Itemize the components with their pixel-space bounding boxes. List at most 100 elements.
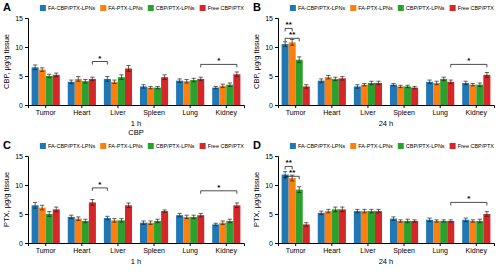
error-bar-cap bbox=[355, 88, 359, 89]
plot-area: *****051015TumorHeartLiverSpleenLungKidn… bbox=[252, 15, 495, 128]
bar bbox=[390, 219, 397, 243]
legend-item: Free CBP/PTX bbox=[200, 143, 245, 149]
annotations: ***** bbox=[286, 20, 472, 65]
error-bar bbox=[297, 187, 301, 193]
x-axis: TumorHeartLiverSpleenLungKidney bbox=[279, 243, 495, 255]
significance-label: ** bbox=[289, 30, 296, 39]
error-bar-cap bbox=[369, 84, 373, 85]
error-bar-cap bbox=[297, 186, 301, 187]
error-bar bbox=[405, 85, 409, 87]
error-bar-cap bbox=[471, 222, 475, 223]
error-bar bbox=[326, 209, 330, 212]
error-bar bbox=[105, 216, 109, 219]
error-bar-cap bbox=[413, 222, 417, 223]
bar bbox=[368, 83, 375, 105]
error-bar-cap bbox=[235, 71, 239, 72]
error-bar-cap bbox=[398, 85, 402, 86]
error-bar-cap bbox=[391, 220, 395, 221]
error-bar bbox=[333, 77, 337, 80]
bar bbox=[212, 88, 219, 105]
error-bar-cap bbox=[485, 72, 489, 73]
x-tick-mark bbox=[367, 243, 368, 246]
x-tick-label: Liver bbox=[110, 247, 126, 254]
error-bar-cap bbox=[449, 222, 453, 223]
bar bbox=[233, 74, 240, 105]
y-tick: 0 bbox=[269, 240, 278, 247]
error-bar-cap bbox=[471, 219, 475, 220]
error-bar-cap bbox=[333, 211, 337, 212]
legend-swatch bbox=[40, 143, 46, 149]
error-bar-cap bbox=[333, 77, 337, 78]
x-axis-title: 1 h bbox=[131, 257, 141, 266]
error-bar-cap bbox=[442, 222, 446, 223]
error-bar-stem bbox=[429, 80, 430, 83]
bar bbox=[219, 86, 226, 105]
error-bar-stem bbox=[121, 219, 122, 222]
y-axis: 051015 bbox=[265, 153, 278, 247]
x-tick-mark bbox=[117, 105, 118, 108]
y-axis-title: CBP, μg/g tissue bbox=[2, 34, 11, 89]
y-tick: 0 bbox=[19, 102, 28, 109]
bar bbox=[118, 220, 125, 243]
error-bar-cap bbox=[119, 222, 123, 223]
error-bar bbox=[340, 207, 344, 212]
panel: *****051015TumorHeartLiverSpleenLungKidn… bbox=[252, 139, 495, 266]
error-bar bbox=[119, 219, 123, 222]
y-tick: 0 bbox=[19, 240, 28, 247]
y-tick-label: 0 bbox=[19, 240, 23, 247]
figure: **051015TumorHeartLiverSpleenLungKidney1… bbox=[0, 0, 500, 276]
error-bar bbox=[33, 65, 37, 70]
series bbox=[46, 74, 234, 105]
error-bar-cap bbox=[435, 222, 439, 223]
error-bar-cap bbox=[376, 84, 380, 85]
error-bar bbox=[485, 212, 489, 217]
panel: *****051015TumorHeartLiverSpleenLungKidn… bbox=[252, 1, 495, 128]
error-bar-cap bbox=[340, 80, 344, 81]
error-bar-cap bbox=[319, 78, 323, 79]
y-axis: 051015 bbox=[265, 15, 278, 109]
error-bar-cap bbox=[148, 86, 152, 87]
bar bbox=[111, 220, 118, 243]
error-bar-cap bbox=[47, 211, 51, 212]
bar bbox=[282, 44, 289, 105]
x-tick-mark bbox=[154, 105, 155, 108]
error-bar bbox=[333, 207, 337, 212]
bar bbox=[469, 221, 476, 243]
y-tick-label: 5 bbox=[19, 211, 23, 218]
error-bar bbox=[235, 203, 239, 208]
error-bar bbox=[155, 86, 159, 88]
legend: FA-CBP/PTX-LPNsFA-PTX-LPNsCBP/PTX-LPNsFr… bbox=[40, 143, 244, 149]
error-bar bbox=[54, 73, 58, 76]
error-bar-stem bbox=[71, 215, 72, 218]
error-bar-stem bbox=[407, 219, 408, 222]
error-bar-cap bbox=[47, 77, 51, 78]
error-bar-stem bbox=[78, 77, 79, 82]
bar bbox=[426, 220, 433, 243]
bar bbox=[404, 221, 411, 243]
error-bar bbox=[69, 80, 73, 83]
error-bar-cap bbox=[369, 81, 373, 82]
error-bar-stem bbox=[49, 74, 50, 77]
title: D bbox=[253, 139, 261, 151]
error-bar bbox=[398, 85, 402, 87]
error-bar-stem bbox=[236, 203, 237, 208]
y-tick: 10 bbox=[265, 182, 278, 189]
error-bar-cap bbox=[33, 202, 37, 203]
legend-item: Free CBP/PTX bbox=[200, 5, 245, 11]
bar bbox=[39, 208, 46, 243]
bar bbox=[226, 85, 233, 105]
error-bar-stem bbox=[479, 219, 480, 222]
x-tick-mark bbox=[154, 243, 155, 246]
bar bbox=[447, 221, 454, 243]
y-tick-mark bbox=[275, 214, 278, 215]
x-axis-title: 1 h bbox=[131, 119, 141, 128]
error-bar-cap bbox=[413, 219, 417, 220]
y-tick: 15 bbox=[15, 15, 28, 22]
error-bar-cap bbox=[290, 45, 294, 46]
y-tick: 5 bbox=[269, 211, 278, 218]
significance-label: ** bbox=[289, 168, 296, 177]
error-bar-stem bbox=[486, 212, 487, 217]
x-tick: Spleen bbox=[143, 105, 165, 117]
bar bbox=[354, 86, 361, 105]
x-tick-label: Kidney bbox=[466, 109, 488, 117]
